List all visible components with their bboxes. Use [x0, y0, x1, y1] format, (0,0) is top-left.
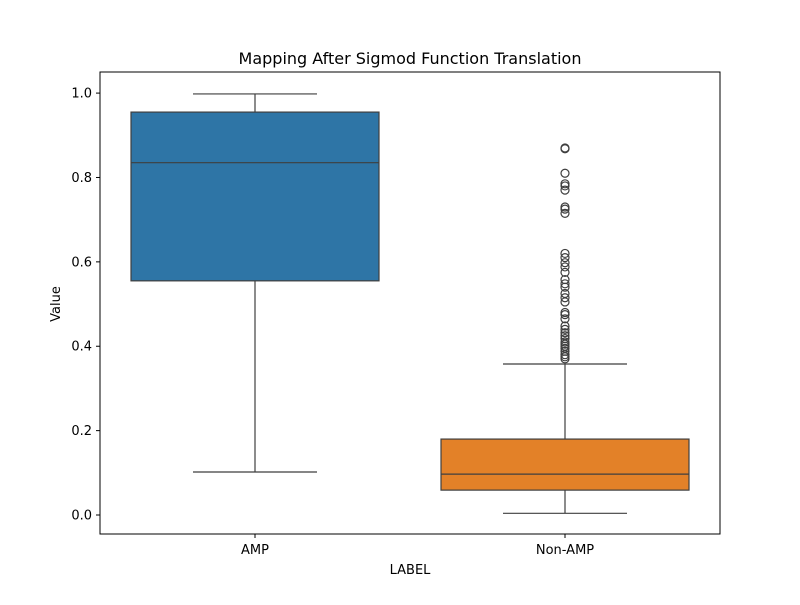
- y-axis-label: Value: [49, 286, 64, 322]
- outlier-point-non-amp: [560, 258, 570, 268]
- outlier-point-non-amp: [560, 179, 570, 189]
- outlier-point-non-amp: [560, 185, 570, 195]
- outlier-point-non-amp: [560, 279, 570, 289]
- outlier-point-non-amp: [560, 293, 570, 303]
- outlier-point-non-amp: [560, 314, 570, 324]
- x-tick-label: AMP: [241, 543, 269, 558]
- y-tick-label: 0.6: [71, 255, 92, 270]
- outlier-point-non-amp: [560, 307, 570, 318]
- y-tick-label: 0.8: [71, 171, 92, 186]
- outlier-point-non-amp: [560, 328, 570, 338]
- outlier-point-non-amp: [560, 267, 570, 278]
- outlier-point-non-amp: [560, 143, 570, 153]
- outlier-point-non-amp: [560, 262, 570, 272]
- box-amp: [130, 111, 380, 282]
- x-axis-label: LABEL: [390, 563, 432, 578]
- outlier-point-non-amp: [560, 202, 570, 212]
- y-tick-label: 0.2: [71, 424, 92, 439]
- plot-area: 0.0 0.2 0.4 0.6 0.8 1.0 AMP Non-AMP: [71, 71, 721, 558]
- y-tick-label: 1.0: [71, 87, 92, 102]
- x-tick-label: Non-AMP: [536, 543, 594, 558]
- outlier-point-non-amp: [560, 168, 570, 178]
- y-tick-label: 0.0: [71, 509, 92, 524]
- outlier-point-non-amp: [560, 334, 570, 344]
- outlier-point-non-amp: [560, 253, 570, 263]
- chart-title: Mapping After Sigmod Function Translatio…: [239, 49, 582, 68]
- outlier-point-non-amp: [560, 274, 570, 285]
- outlier-point-non-amp: [560, 321, 570, 331]
- outlier-point-non-amp: [560, 331, 570, 341]
- outlier-point-non-amp: [560, 208, 570, 218]
- box-non-amp: [440, 438, 690, 491]
- y-tick-label: 0.4: [71, 340, 92, 355]
- outlier-point-non-amp: [560, 346, 570, 356]
- outlier-point-non-amp: [560, 288, 570, 299]
- plot-frame: [99, 71, 721, 535]
- outlier-point-non-amp: [560, 337, 570, 347]
- outlier-point-non-amp: [560, 248, 570, 259]
- outlier-point-non-amp: [560, 324, 570, 334]
